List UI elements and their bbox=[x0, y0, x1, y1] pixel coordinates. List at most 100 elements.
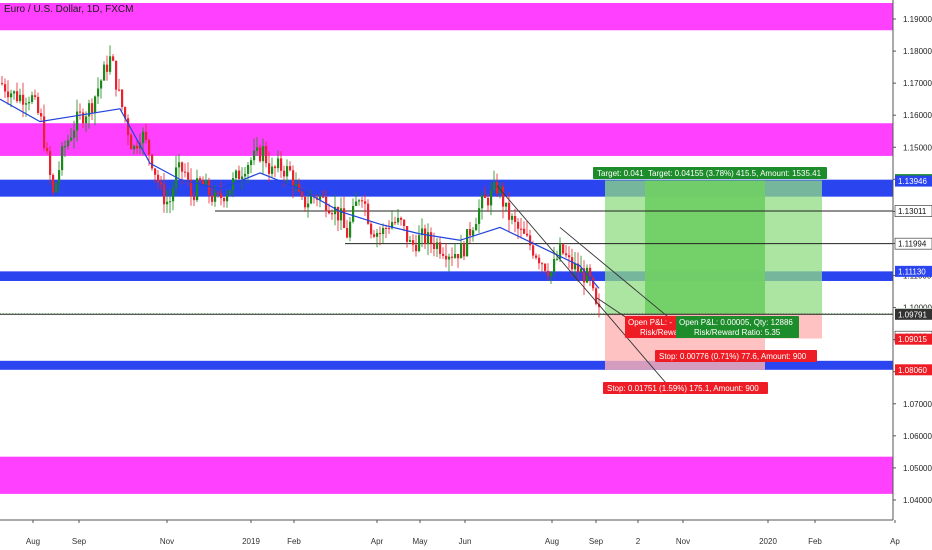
candle-body bbox=[238, 170, 241, 180]
time-axis-bg bbox=[0, 520, 893, 550]
price-tag: 1.13946 bbox=[895, 175, 932, 187]
candle-body bbox=[379, 232, 382, 234]
candle-body bbox=[259, 147, 262, 162]
time-axis-label: Sep bbox=[589, 537, 604, 546]
candle-body bbox=[250, 160, 253, 166]
time-axis-label: 2 bbox=[636, 537, 641, 546]
candle-body bbox=[178, 162, 181, 168]
candle-body bbox=[520, 228, 523, 230]
candle-body bbox=[202, 180, 205, 185]
candle-body bbox=[337, 206, 340, 221]
candle-body bbox=[286, 166, 289, 177]
candle-body bbox=[346, 228, 349, 238]
candle-body bbox=[292, 170, 295, 187]
time-axis-label: 2020 bbox=[759, 537, 777, 546]
candle-body bbox=[58, 170, 61, 183]
candle-body bbox=[541, 263, 544, 265]
candle-body bbox=[253, 150, 256, 161]
candle-body bbox=[385, 227, 388, 229]
candle-body bbox=[133, 145, 136, 150]
candle-body bbox=[31, 95, 34, 102]
candle-body bbox=[322, 196, 325, 198]
candle-body bbox=[124, 107, 127, 119]
candle-body bbox=[229, 190, 232, 195]
candle-body bbox=[109, 56, 112, 72]
candle-body bbox=[187, 172, 190, 180]
candle-body bbox=[190, 179, 193, 197]
candle-body bbox=[274, 166, 277, 169]
price-tag-box bbox=[894, 237, 932, 250]
candle-body bbox=[118, 89, 121, 91]
candle-body bbox=[565, 253, 568, 256]
candle-body bbox=[460, 243, 463, 259]
candle-body bbox=[352, 205, 355, 222]
price-tag-text: 1.09015 bbox=[898, 335, 927, 344]
candle-body bbox=[7, 91, 10, 98]
price-scale-label: 1.19000 bbox=[903, 15, 932, 24]
candle-body bbox=[70, 137, 73, 141]
candle-body bbox=[184, 171, 187, 173]
candle-body bbox=[217, 192, 220, 194]
candle-body bbox=[562, 244, 565, 254]
open-pl-label-b bbox=[676, 316, 799, 338]
time-axis-label: 2019 bbox=[242, 537, 260, 546]
stop-text-a: Stop: 0.01751 (1.59%) 175.1, Amount: 900 bbox=[607, 384, 759, 393]
candle-body bbox=[157, 174, 160, 183]
candle-body bbox=[406, 226, 409, 242]
open-pl-text-b: Open P&L: 0.00005, Qty: 12886 bbox=[679, 318, 793, 327]
candle-body bbox=[457, 254, 460, 259]
candle-body bbox=[196, 178, 199, 201]
candle-body bbox=[319, 196, 322, 200]
candle-body bbox=[76, 111, 79, 131]
candle-body bbox=[511, 216, 514, 220]
candle-body bbox=[574, 263, 577, 270]
candle-body bbox=[577, 263, 580, 273]
price-tag-text: 1.11130 bbox=[898, 267, 926, 276]
candle-body bbox=[571, 257, 574, 270]
candle-body bbox=[100, 80, 103, 89]
candle-body bbox=[331, 213, 334, 215]
candle-body bbox=[46, 148, 49, 152]
candle-body bbox=[445, 255, 448, 260]
candle-body bbox=[481, 195, 484, 209]
target-text-a: Target: 0.041 bbox=[597, 169, 644, 178]
candle-body bbox=[22, 94, 25, 105]
candle-body bbox=[361, 200, 364, 202]
candle-body bbox=[427, 232, 430, 244]
time-axis-label: Apr bbox=[371, 537, 384, 546]
time-axis-label: Jun bbox=[459, 537, 472, 546]
candle-body bbox=[373, 234, 376, 237]
price-tag: 1.08060 bbox=[895, 364, 932, 376]
time-axis-label: Nov bbox=[160, 537, 174, 546]
price-scale-label: 1.15000 bbox=[903, 143, 932, 152]
candle-body bbox=[28, 101, 31, 104]
zone-blue-3 bbox=[0, 271, 893, 281]
candle-body bbox=[421, 228, 424, 236]
candle-body bbox=[214, 192, 217, 202]
candle-body bbox=[121, 89, 124, 108]
candle-body bbox=[148, 139, 151, 155]
candle-body bbox=[208, 180, 211, 195]
candle-body bbox=[505, 202, 508, 207]
candle-body bbox=[262, 146, 265, 162]
candle-body bbox=[535, 255, 538, 258]
candle-body bbox=[205, 180, 208, 185]
price-tag: 1.09015 bbox=[895, 333, 932, 345]
price-scale-label: 1.10000 bbox=[903, 304, 932, 313]
candle-body bbox=[223, 198, 226, 202]
candle-body bbox=[451, 256, 454, 258]
candle-body bbox=[517, 221, 520, 229]
candle-body bbox=[151, 154, 154, 169]
candle-body bbox=[268, 163, 271, 174]
price-tag-box bbox=[894, 205, 932, 217]
candle-body bbox=[388, 228, 391, 230]
candle-body bbox=[343, 208, 346, 229]
candle-body bbox=[244, 173, 247, 177]
candle-body bbox=[472, 230, 475, 236]
chart-title: Euro / U.S. Dollar, 1D, FXCM bbox=[4, 4, 134, 15]
time-axis-label: Feb bbox=[287, 537, 301, 546]
price-scale-label: 1.06000 bbox=[903, 432, 932, 441]
candle-body bbox=[415, 244, 418, 252]
candle-body bbox=[169, 201, 172, 203]
